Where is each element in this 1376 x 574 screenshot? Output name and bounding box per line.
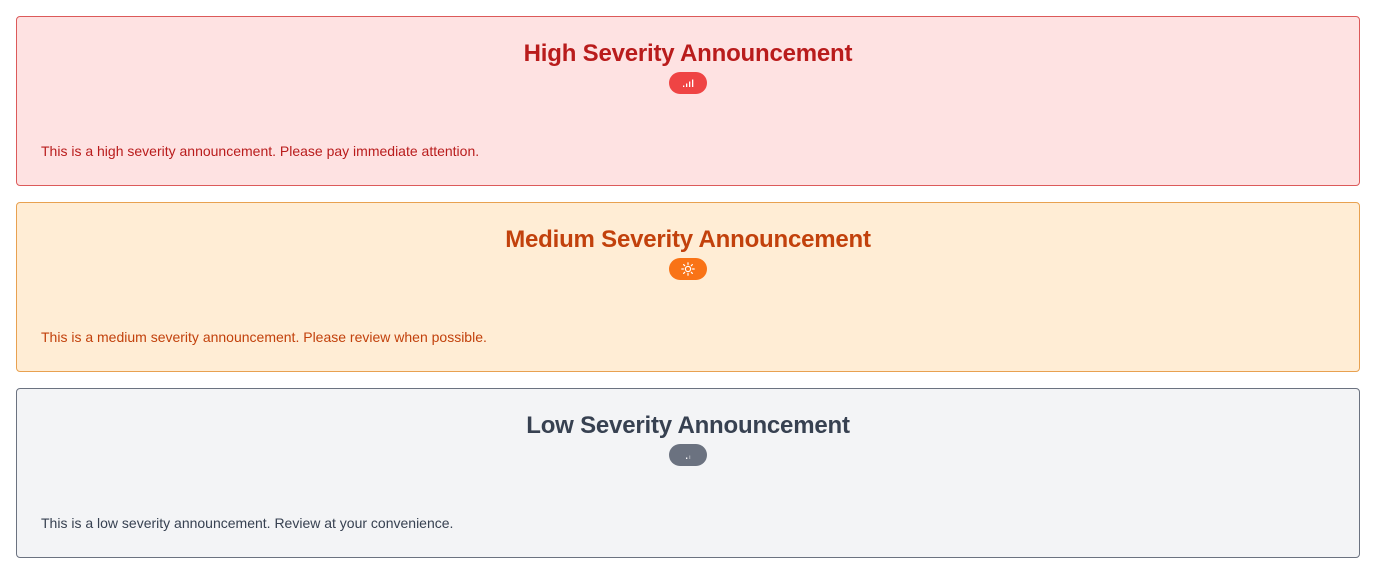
announcement-card-high: High Severity Announcement This is a hig…	[16, 16, 1360, 186]
severity-badge	[669, 444, 707, 466]
announcement-message: This is a medium severity announcement. …	[41, 329, 487, 345]
announcement-card-medium: Medium Severity Announcement This is a m…	[16, 202, 1360, 372]
announcement-title: Low Severity Announcement	[526, 412, 850, 439]
announcement-title: Medium Severity Announcement	[505, 226, 871, 253]
announcement-title: High Severity Announcement	[523, 40, 853, 67]
signal-bars-low-icon	[686, 455, 691, 459]
announcement-card-low: Low Severity Announcement This is a low …	[16, 388, 1360, 558]
severity-badge	[669, 258, 707, 280]
sun-icon	[681, 262, 695, 276]
announcements-list: High Severity Announcement This is a hig…	[16, 16, 1360, 558]
signal-bars-high-icon	[683, 79, 694, 87]
severity-badge	[669, 72, 707, 94]
announcement-message: This is a low severity announcement. Rev…	[41, 515, 454, 531]
announcement-message: This is a high severity announcement. Pl…	[41, 143, 480, 159]
